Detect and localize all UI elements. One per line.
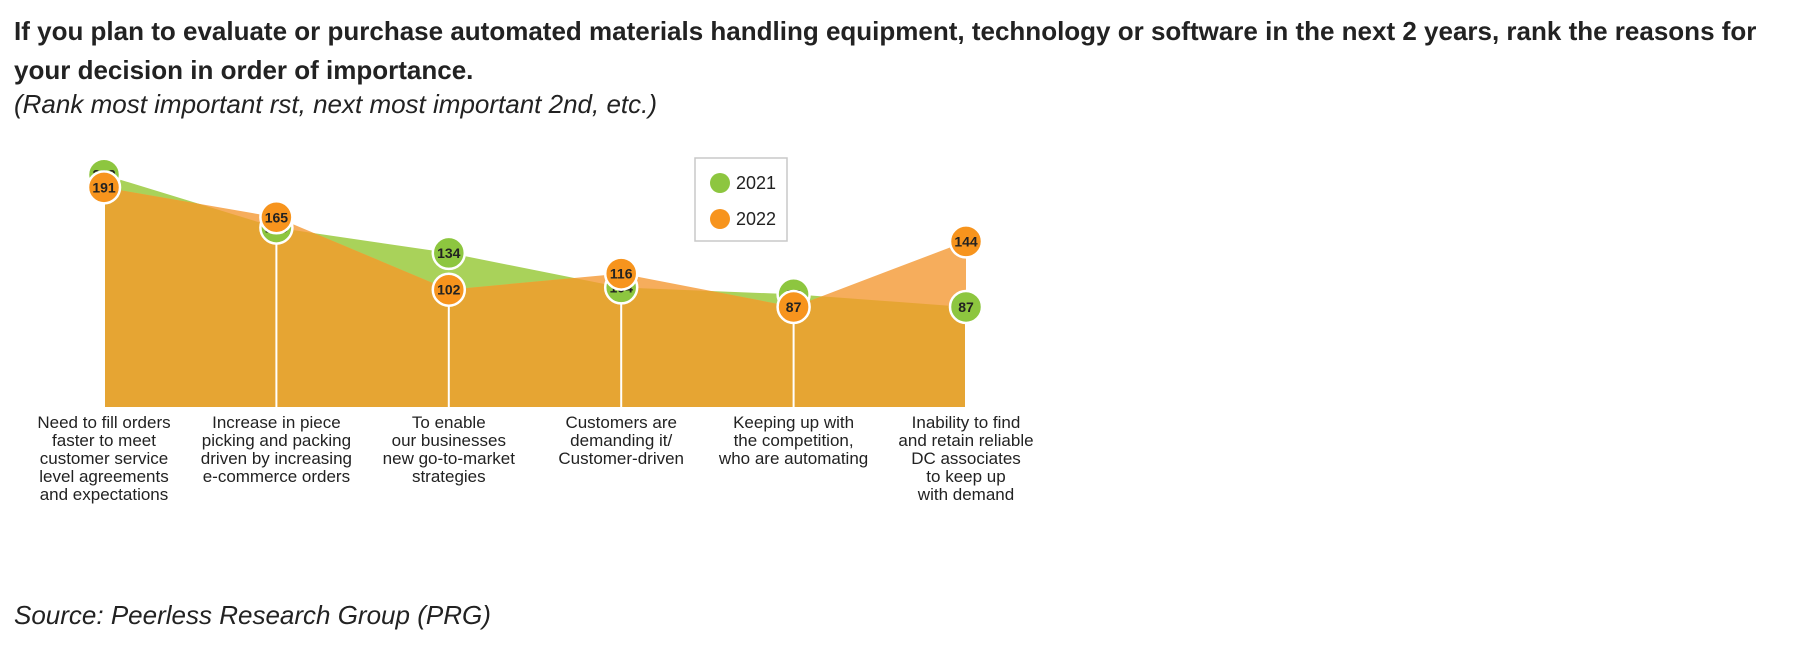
marker-2022: 165 — [259, 200, 294, 235]
marker-2022: 102 — [431, 272, 467, 307]
category-label: Customers are demanding it/Customer-drive… — [558, 413, 684, 468]
data-label: 116 — [610, 266, 633, 282]
chart-source: Source: Peerless Research Group (PRG) — [14, 600, 491, 630]
marker-dot — [86, 170, 122, 205]
legend-label-2021: 2021 — [736, 173, 776, 193]
marker-dot — [948, 289, 984, 325]
marker-2022: 87 — [776, 289, 811, 325]
marker-2022: 191 — [86, 170, 122, 205]
data-label: 165 — [265, 209, 289, 225]
category-drop-lines — [103, 187, 967, 420]
area-overlap — [104, 187, 966, 407]
chart-title: If you plan to evaluate or purchase auto… — [14, 16, 1757, 85]
marker-dot — [431, 235, 467, 271]
category-label: Inability to find and retain reliable DC a… — [898, 413, 1033, 504]
marker-2022: 116 — [603, 256, 639, 291]
marker-dot — [603, 256, 639, 291]
data-label: 87 — [958, 299, 974, 315]
chart-areas — [104, 174, 966, 407]
legend-swatch-2022 — [710, 209, 730, 229]
marker-dot — [431, 272, 467, 307]
marker-dot — [948, 224, 984, 259]
marker-dot — [259, 200, 294, 235]
value-markers: 202156134104988719116510211687144 — [86, 157, 984, 325]
legend-box — [694, 157, 788, 242]
marker-2022: 144 — [948, 224, 984, 259]
chart-subtitle: (Rank most important rst, next most impo… — [14, 89, 658, 119]
legend-swatch-2021 — [710, 173, 730, 193]
category-label: To enable our businesses new go-to-market s… — [383, 413, 516, 486]
data-label: 102 — [437, 282, 461, 298]
data-label: 191 — [92, 179, 116, 195]
category-label: Increase in piece picking and packing driv… — [201, 413, 352, 486]
chart-legend: 2021 2022 — [694, 157, 788, 242]
data-label: 144 — [954, 233, 978, 249]
area-chart: 202156134104988719116510211687144 Need t… — [37, 157, 1034, 504]
marker-2021: 87 — [948, 289, 984, 325]
category-labels: Need to fill orders faster to meet custome… — [37, 413, 1033, 504]
category-label: Need to fill orders faster to meet custome… — [37, 413, 170, 504]
marker-dot — [776, 289, 811, 325]
marker-2021: 134 — [431, 235, 467, 271]
category-label: Keeping up with the competition, who are a… — [718, 413, 868, 468]
data-label: 87 — [786, 299, 802, 315]
legend-label-2022: 2022 — [736, 209, 776, 229]
data-label: 134 — [437, 245, 461, 261]
